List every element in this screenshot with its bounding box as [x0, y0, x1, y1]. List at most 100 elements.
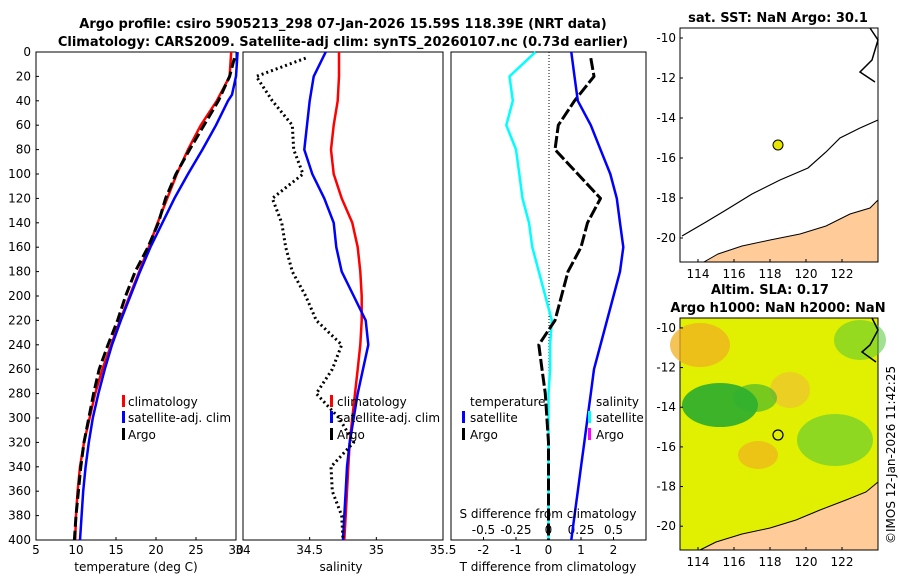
depth-tick-label: 320 [8, 435, 31, 449]
sla-high-patch [770, 372, 810, 408]
sla-low-patch [834, 320, 886, 360]
longitude-tick-label: 114 [687, 555, 710, 569]
depth-tick-label: 140 [8, 216, 31, 230]
legend-swatch-clim [122, 395, 125, 407]
longitude-tick-label: 122 [831, 555, 854, 569]
temperature-tick-label: 15 [108, 543, 123, 557]
depth-tick-label: 60 [16, 118, 31, 132]
salinity-plot-frame [242, 51, 444, 541]
temperature-plot-frame [35, 51, 237, 541]
longitude-tick-label: 114 [687, 267, 710, 281]
legend-swatch-clim [330, 395, 333, 407]
legend-label-argo: Argo [128, 428, 156, 442]
salinity-tick-label: 34.5 [296, 543, 323, 557]
t-difference-tick-label: -1 [510, 543, 522, 557]
sla-low-patch [733, 384, 777, 412]
depth-tick-label: 340 [8, 460, 31, 474]
t-difference-tick-label: 0 [545, 543, 553, 557]
t-difference-tick-label: 2 [610, 543, 618, 557]
legend-label-sat: satellite-adj. clim [128, 411, 231, 425]
temperature-tick-label: 30 [228, 543, 243, 557]
depth-tick-label: 180 [8, 265, 31, 279]
legend-swatch-sat [122, 411, 125, 423]
t-difference-tick-label: -2 [478, 543, 490, 557]
sla-map-title2: Argo h1000: NaN h2000: NaN [670, 301, 885, 316]
legend-swatch-ssat [588, 411, 591, 423]
temperature-tick-label: 25 [188, 543, 203, 557]
s-difference-tick-label: 0.5 [604, 523, 623, 537]
depth-tick-label: 160 [8, 240, 31, 254]
temperature-xlabel: temperature (deg C) [74, 560, 197, 574]
salinity-legend: climatology satellite-adj. clim Argo [330, 395, 440, 442]
longitude-tick-label: 116 [723, 555, 746, 569]
longitude-tick-label: 120 [795, 555, 818, 569]
land-mass [699, 480, 879, 551]
salinity-sat-line [303, 51, 370, 541]
legend-swatch-sat [330, 411, 333, 423]
latitude-tick-label: -16 [656, 151, 676, 165]
temperature-panel: 0 20 40 60 80 100 120 140 160 180 200 220 240 260 280 3… [8, 45, 244, 574]
t-difference-tick-label: 1 [577, 543, 585, 557]
salinity-series [254, 51, 370, 541]
depth-tick-label: 0 [23, 45, 31, 59]
sla-low-patch [797, 414, 873, 466]
latitude-tick-label: -14 [656, 400, 676, 414]
latitude-tick-label: -18 [656, 480, 676, 494]
sst-map-title: sat. SST: NaN Argo: 30.1 [688, 11, 868, 26]
legend-label-argo: Argo [337, 428, 365, 442]
legend-label-sargo: Argo [596, 428, 624, 442]
shelf-contour [681, 119, 879, 237]
depth-tick-label: 240 [8, 338, 31, 352]
sst-map-axes: 114 116 118 120 122 -10 -12 -14 -16 -18 -20 [656, 31, 853, 281]
figure-title-line2: Climatology: CARS2009. Satellite-adj cli… [58, 35, 628, 50]
legend-swatch-argo [330, 428, 333, 440]
salinity-diff-sat-line [570, 51, 625, 541]
s-difference-xlabel: S difference from climatology [460, 507, 637, 521]
depth-tick-label: 200 [8, 289, 31, 303]
sla-map-axes: 114 116 118 120 122 -10 -12 -14 -16 -18 -20 [656, 321, 853, 569]
depth-tick-label: 80 [16, 143, 31, 157]
longitude-tick-label: 118 [759, 267, 782, 281]
longitude-tick-label: 118 [759, 555, 782, 569]
temperature-series [72, 51, 239, 541]
legend-label-ssat: satellite [596, 411, 644, 425]
salinity-tick-label: 35.5 [430, 543, 457, 557]
difference-panel: -2 -1 0 1 2-0.5 -0.25 0 0.25 0.5 T difference fr… [450, 51, 647, 574]
longitude-tick-label: 120 [795, 267, 818, 281]
temperature-sat-line [78, 51, 239, 541]
salinity-tick-label: 35 [369, 543, 384, 557]
credit-stamp: ©IMOS 12-Jan-2026 11:42:25 [884, 366, 898, 544]
latitude-tick-label: -10 [656, 31, 676, 45]
latitude-tick-label: -12 [656, 361, 676, 375]
sla-map-title1: Altim. SLA: 0.17 [711, 283, 829, 298]
legend-label-clim: climatology [337, 395, 407, 409]
depth-tick-label: 20 [16, 69, 31, 83]
depth-tick-label: 300 [8, 411, 31, 425]
sla-map: Altim. SLA: 0.17 Argo h1000: NaN h2000: … [656, 283, 886, 569]
salinity-argo-line [254, 56, 356, 541]
depth-tick-label: 40 [16, 94, 31, 108]
salinity-tick-label: 34 [235, 543, 250, 557]
temperature-tick-label: 20 [148, 543, 163, 557]
legend-label-tsat: satellite [470, 411, 518, 425]
depth-tick-label: 380 [8, 509, 31, 523]
depth-tick-label: 280 [8, 387, 31, 401]
legend-swatch-tsat [462, 411, 465, 423]
legend-label-targo: Argo [470, 428, 498, 442]
latitude-tick-label: -10 [656, 321, 676, 335]
argo-float-marker [772, 139, 784, 151]
legend-swatch-targo [462, 428, 465, 440]
legend-title-salinity: salinity [596, 395, 639, 409]
difference-legend-right: salinity satellite Argo [588, 395, 644, 442]
sla-high-patch [670, 323, 730, 367]
temperature-tick-label: 10 [68, 543, 83, 557]
depth-tick-label: 400 [8, 533, 31, 547]
latitude-tick-label: -12 [656, 71, 676, 85]
argo-float-marker [772, 429, 784, 441]
t-difference-xlabel: T difference from climatology [459, 560, 637, 574]
temperature-diff-argo-line [537, 57, 602, 540]
legend-title-temperature: temperature [470, 395, 545, 409]
difference-series [505, 51, 625, 541]
salinity-xlabel: salinity [319, 560, 362, 574]
salinity-panel: 34 34.5 35 35.5 salinity climatology satell… [235, 51, 457, 574]
